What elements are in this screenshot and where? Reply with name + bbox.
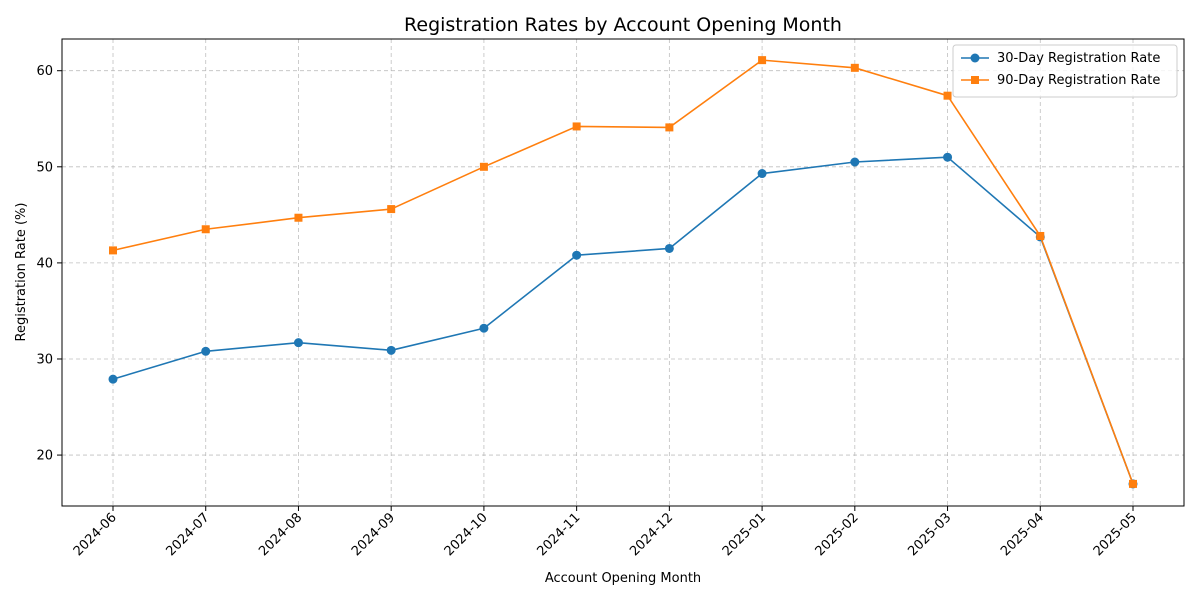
data-point-30-day <box>664 243 674 253</box>
y-tick-label: 40 <box>36 256 53 271</box>
data-point-90-day <box>758 56 767 65</box>
x-tick-label: 2024-06 <box>71 510 120 559</box>
data-point-30-day <box>386 345 396 355</box>
y-tick-label: 50 <box>36 160 53 175</box>
y-axis-label: Registration Rate (%) <box>14 203 29 342</box>
x-tick-label: 2024-12 <box>627 510 676 559</box>
data-point-30-day <box>201 346 211 356</box>
x-tick-label: 2025-02 <box>813 510 862 559</box>
legend-box <box>952 44 1178 98</box>
data-point-90-day <box>1129 479 1137 488</box>
x-tick-label: 2024-09 <box>349 510 398 559</box>
data-point-90-day <box>572 122 581 131</box>
x-tick-label: 2024-08 <box>256 510 305 559</box>
legend-marker-90-day <box>971 76 979 84</box>
legend-marker-30-day <box>970 53 980 63</box>
x-tick-label: 2024-10 <box>442 510 491 559</box>
data-point-30-day <box>479 323 489 333</box>
data-point-90-day <box>201 225 210 234</box>
data-point-30-day <box>757 169 767 179</box>
x-axis-ticks: 2024-06 2024-07 2024-08 2024-09 2024-10 2024-… <box>71 506 1140 559</box>
legend: 30-Day Registration Rate 90-Day Registra… <box>952 44 1178 98</box>
x-tick-label: 2025-03 <box>905 510 954 559</box>
data-point-90-day <box>479 162 488 171</box>
data-point-30-day <box>850 157 860 167</box>
legend-label-30-day: 30-Day Registration Rate <box>997 51 1160 66</box>
x-tick-label: 2025-01 <box>720 510 769 559</box>
chart-title: Registration Rates by Account Opening Mo… <box>404 14 842 36</box>
x-tick-label: 2024-07 <box>164 510 213 559</box>
series-line-90-day <box>112 59 1134 485</box>
x-axis-label: Account Opening Month <box>545 571 701 586</box>
y-tick-label: 30 <box>36 352 53 367</box>
data-point-30-day <box>108 374 118 384</box>
x-tick-label: 2024-11 <box>534 510 583 559</box>
data-point-30-day <box>572 250 582 260</box>
data-point-90-day <box>850 63 859 72</box>
y-tick-label: 60 <box>36 64 53 79</box>
data-point-90-day <box>387 205 396 214</box>
y-tick-label: 20 <box>36 449 53 464</box>
x-tick-label: 2025-04 <box>998 510 1047 559</box>
data-point-90-day <box>1036 231 1045 240</box>
y-axis-ticks: 20 30 40 50 60 <box>36 64 62 464</box>
series-layer <box>108 56 1138 489</box>
legend-label-90-day: 90-Day Registration Rate <box>997 73 1160 88</box>
data-point-90-day <box>109 246 117 255</box>
data-point-30-day <box>293 338 303 348</box>
series-line-30-day <box>112 156 1134 485</box>
grid <box>62 39 1184 506</box>
data-point-90-day <box>665 123 674 132</box>
data-point-90-day <box>294 213 303 222</box>
data-point-90-day <box>943 91 952 100</box>
x-tick-label: 2025-05 <box>1091 510 1140 559</box>
data-point-30-day <box>943 152 953 162</box>
plot-area-frame <box>61 38 1185 507</box>
